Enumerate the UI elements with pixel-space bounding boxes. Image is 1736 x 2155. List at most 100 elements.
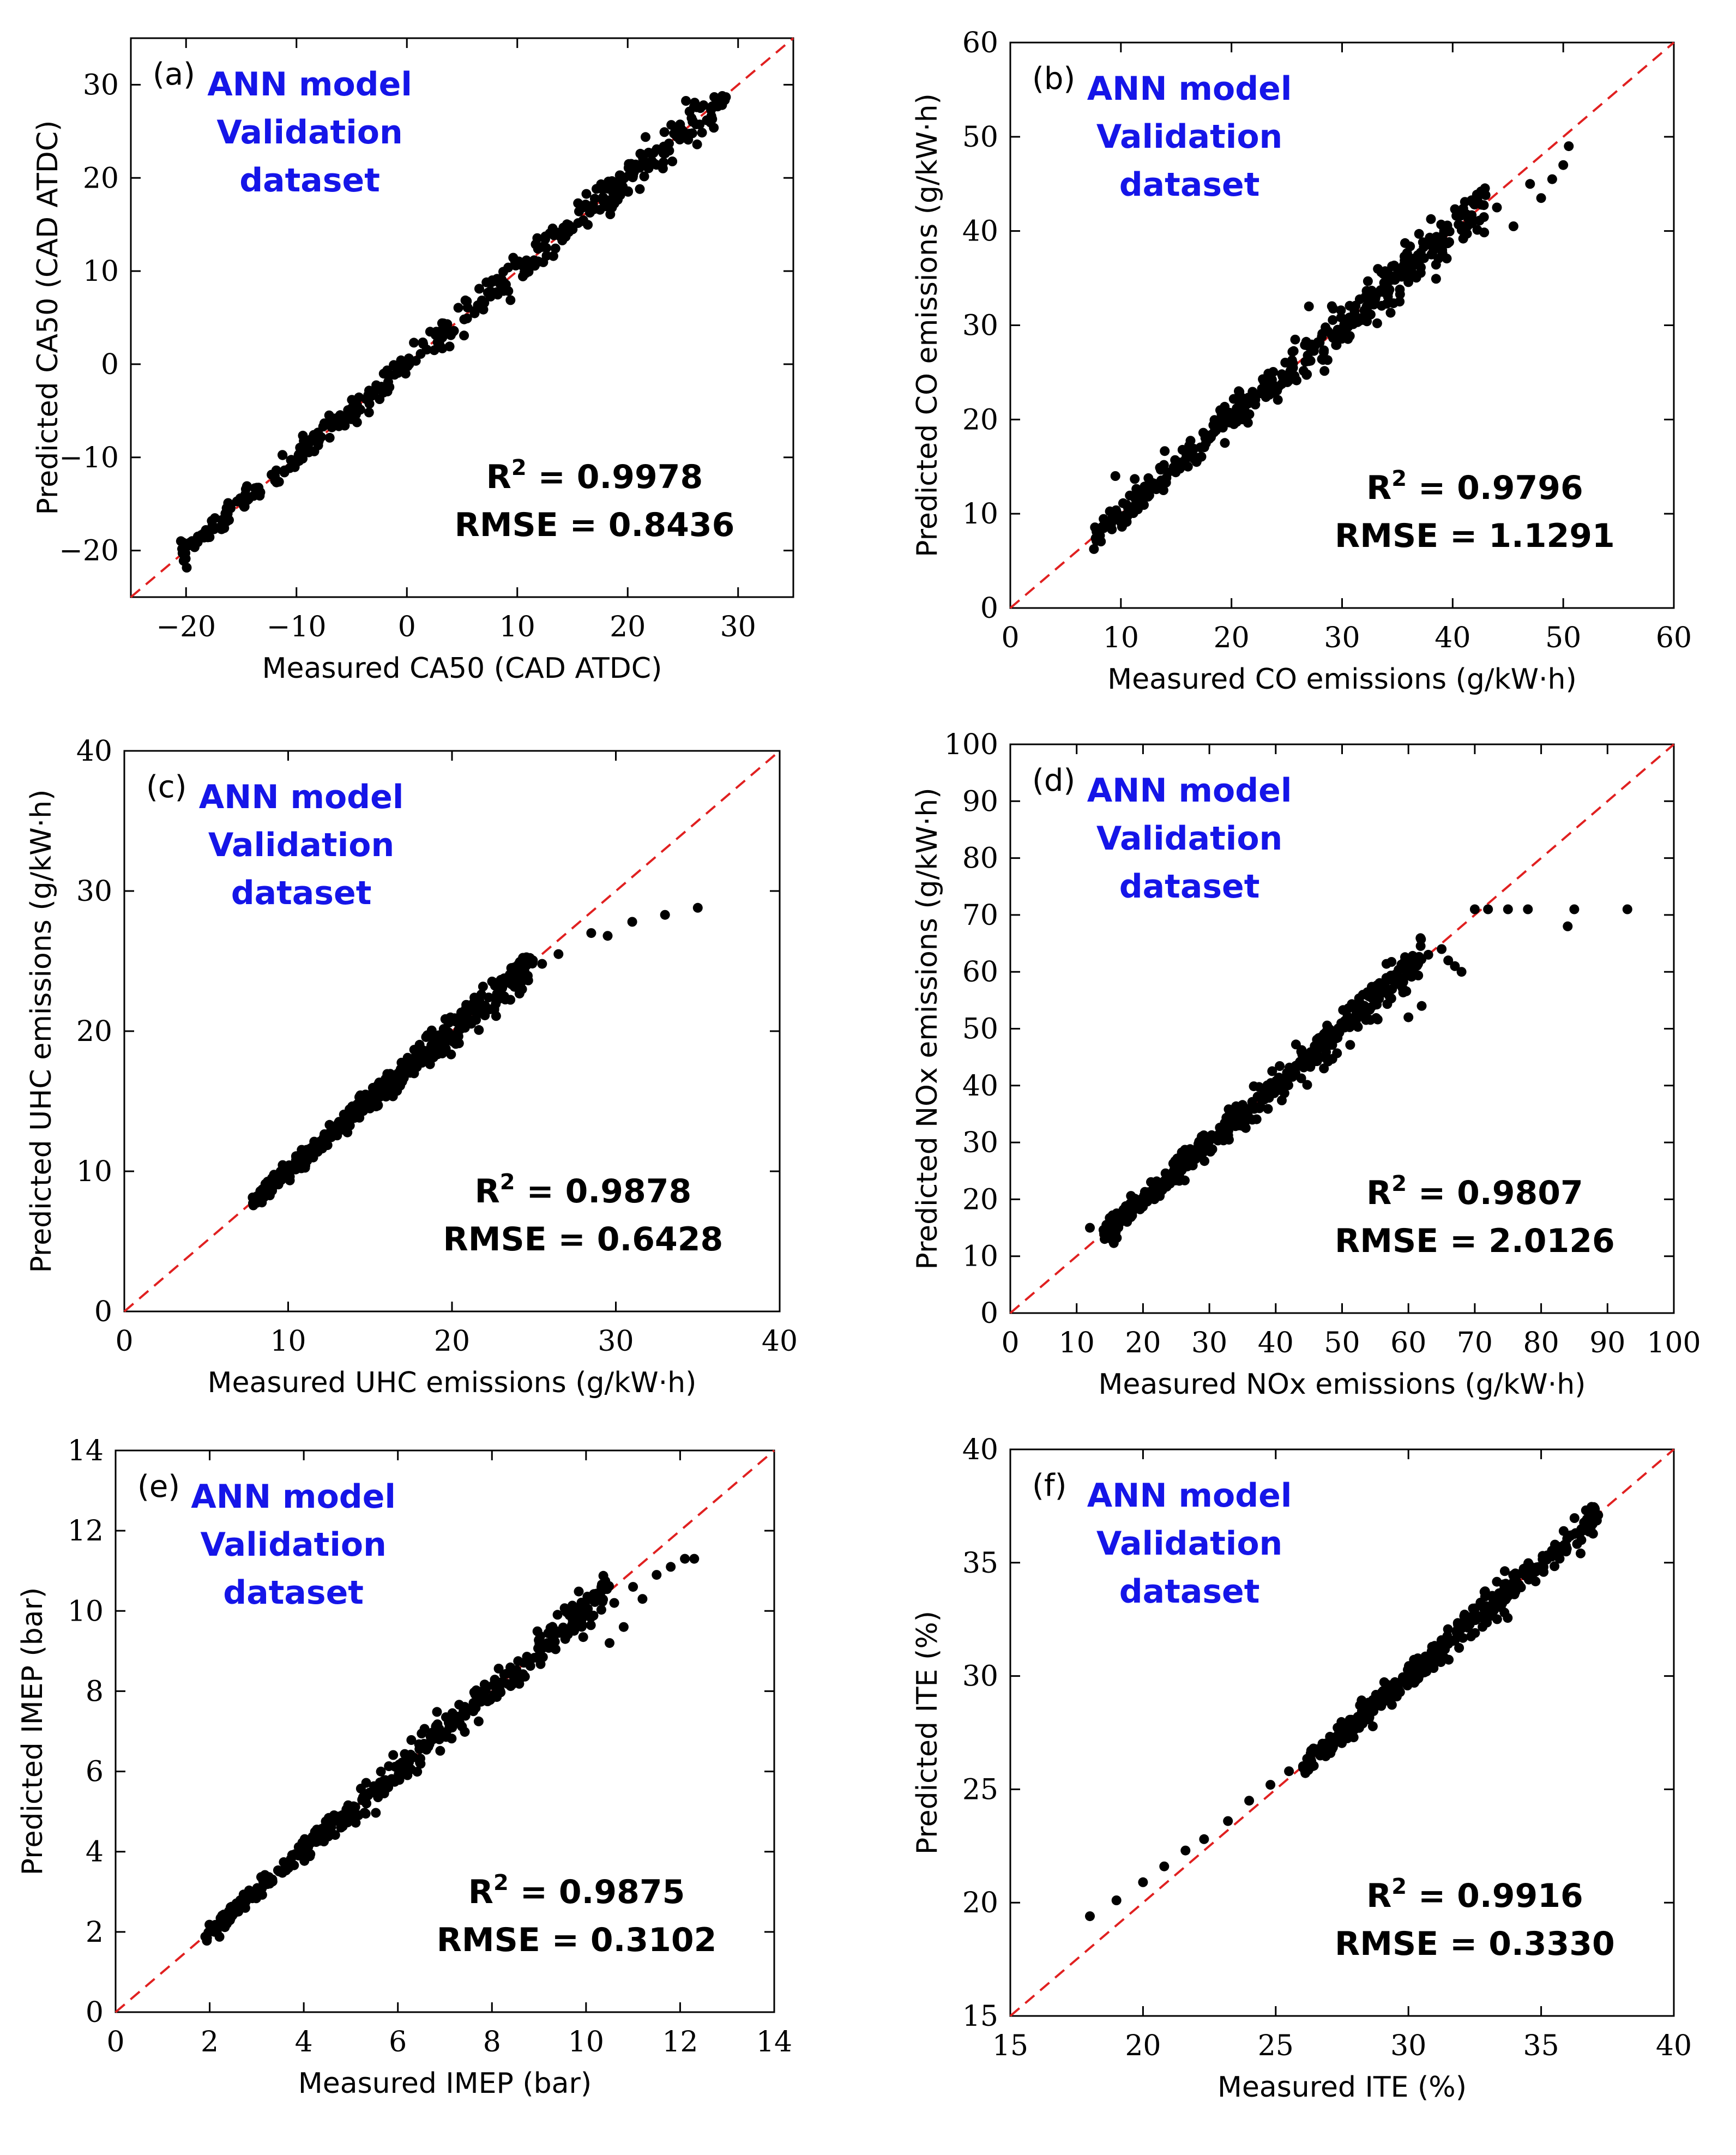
data-point — [1322, 1020, 1333, 1031]
x-tick-label: 10 — [1103, 622, 1139, 654]
data-point — [578, 1632, 588, 1642]
x-tick-label: 60 — [1390, 1327, 1426, 1359]
data-point — [1469, 1608, 1479, 1618]
y-tick-label: 70 — [962, 899, 998, 932]
data-point — [506, 1664, 516, 1674]
data-point — [1331, 1736, 1341, 1746]
data-point — [698, 100, 709, 110]
data-point — [1405, 267, 1415, 277]
data-point — [1208, 420, 1219, 430]
data-point — [550, 243, 560, 254]
data-point — [1292, 375, 1301, 386]
data-point — [1572, 1539, 1582, 1549]
data-point — [1354, 294, 1365, 304]
data-point — [1160, 446, 1170, 456]
data-point — [1218, 1124, 1228, 1134]
data-point — [211, 1924, 221, 1934]
data-point — [1416, 934, 1426, 944]
data-point — [484, 992, 494, 1003]
data-point — [447, 1032, 457, 1042]
annotation-line: Validation — [200, 1526, 386, 1564]
data-point — [1481, 1616, 1492, 1626]
data-point — [1386, 971, 1396, 980]
data-point — [1503, 904, 1513, 914]
data-point — [1376, 285, 1386, 296]
data-point — [1394, 965, 1404, 975]
data-point — [218, 1915, 228, 1925]
data-point — [404, 1757, 414, 1767]
y-tick-label: 90 — [962, 785, 998, 818]
data-point — [1442, 254, 1452, 264]
y-axis-title: Predicted ITE (%) — [911, 1611, 944, 1855]
data-point — [510, 977, 521, 988]
data-point — [1372, 318, 1382, 328]
data-point — [1451, 210, 1462, 221]
data-point — [409, 1045, 419, 1055]
data-point — [1509, 1589, 1520, 1599]
x-tick-label: 40 — [762, 1325, 798, 1358]
x-tick-label: −20 — [156, 611, 216, 643]
data-point — [483, 287, 493, 298]
x-axis-title: Measured ITE (%) — [1217, 2071, 1467, 2104]
data-point — [1415, 1658, 1425, 1668]
x-tick-label: 30 — [720, 611, 756, 643]
data-point — [596, 1605, 606, 1615]
data-point — [1400, 1677, 1410, 1688]
data-point — [1180, 1175, 1190, 1185]
y-tick-label: 80 — [962, 842, 998, 875]
data-point — [1479, 227, 1490, 238]
data-point — [315, 1835, 325, 1846]
data-point — [1302, 1080, 1312, 1090]
data-point — [1508, 221, 1518, 231]
data-point — [1383, 1686, 1393, 1696]
data-point — [327, 422, 337, 432]
data-point — [600, 196, 610, 206]
data-point — [400, 369, 411, 379]
data-point — [570, 1618, 580, 1628]
data-point — [198, 528, 209, 539]
plot-frame — [1009, 1448, 1675, 2017]
panel-label: (b) — [1032, 61, 1075, 97]
y-tick-label: 60 — [962, 27, 998, 59]
data-point — [477, 296, 487, 305]
data-point — [1296, 1046, 1306, 1057]
data-point — [1180, 1845, 1191, 1856]
data-point — [402, 1770, 413, 1780]
data-point — [1346, 1726, 1356, 1736]
data-point — [1440, 1644, 1450, 1654]
y-axis-title: Predicted NOx emissions (g/kW·h) — [911, 788, 944, 1270]
data-point — [1385, 308, 1396, 318]
x-tick-label: 4 — [295, 2026, 313, 2058]
data-point — [492, 996, 502, 1006]
x-tick-label: 70 — [1457, 1327, 1493, 1359]
r2-text: R2 = 0.9916 — [1366, 1874, 1583, 1915]
rmse-text: RMSE = 0.8436 — [455, 506, 735, 544]
data-point — [432, 1707, 442, 1717]
data-point — [176, 536, 186, 546]
panel-label: (d) — [1032, 763, 1075, 798]
data-point — [1363, 276, 1373, 286]
x-tick-label: 0 — [106, 2026, 124, 2058]
y-tick-label: 20 — [962, 1887, 998, 1919]
data-point — [523, 971, 533, 981]
data-point — [1234, 387, 1245, 397]
data-point — [409, 338, 419, 348]
rmse-text: RMSE = 0.3330 — [1335, 1925, 1615, 1963]
data-point — [1383, 987, 1393, 997]
data-point — [581, 1611, 592, 1621]
data-point — [429, 345, 439, 356]
data-point — [1358, 315, 1369, 325]
data-point — [514, 1678, 525, 1689]
data-point — [441, 1044, 451, 1054]
x-tick-label: 14 — [756, 2026, 792, 2058]
data-point — [1301, 1054, 1312, 1064]
data-point — [1183, 461, 1193, 472]
data-point — [648, 148, 659, 158]
y-tick-label: 30 — [962, 310, 998, 342]
data-point — [271, 465, 281, 475]
panel-label: (c) — [146, 769, 186, 805]
annotation-line: ANN model — [1087, 772, 1292, 810]
data-point — [1159, 1861, 1170, 1871]
reference-line — [123, 750, 781, 1313]
panel-label: (a) — [153, 57, 195, 92]
